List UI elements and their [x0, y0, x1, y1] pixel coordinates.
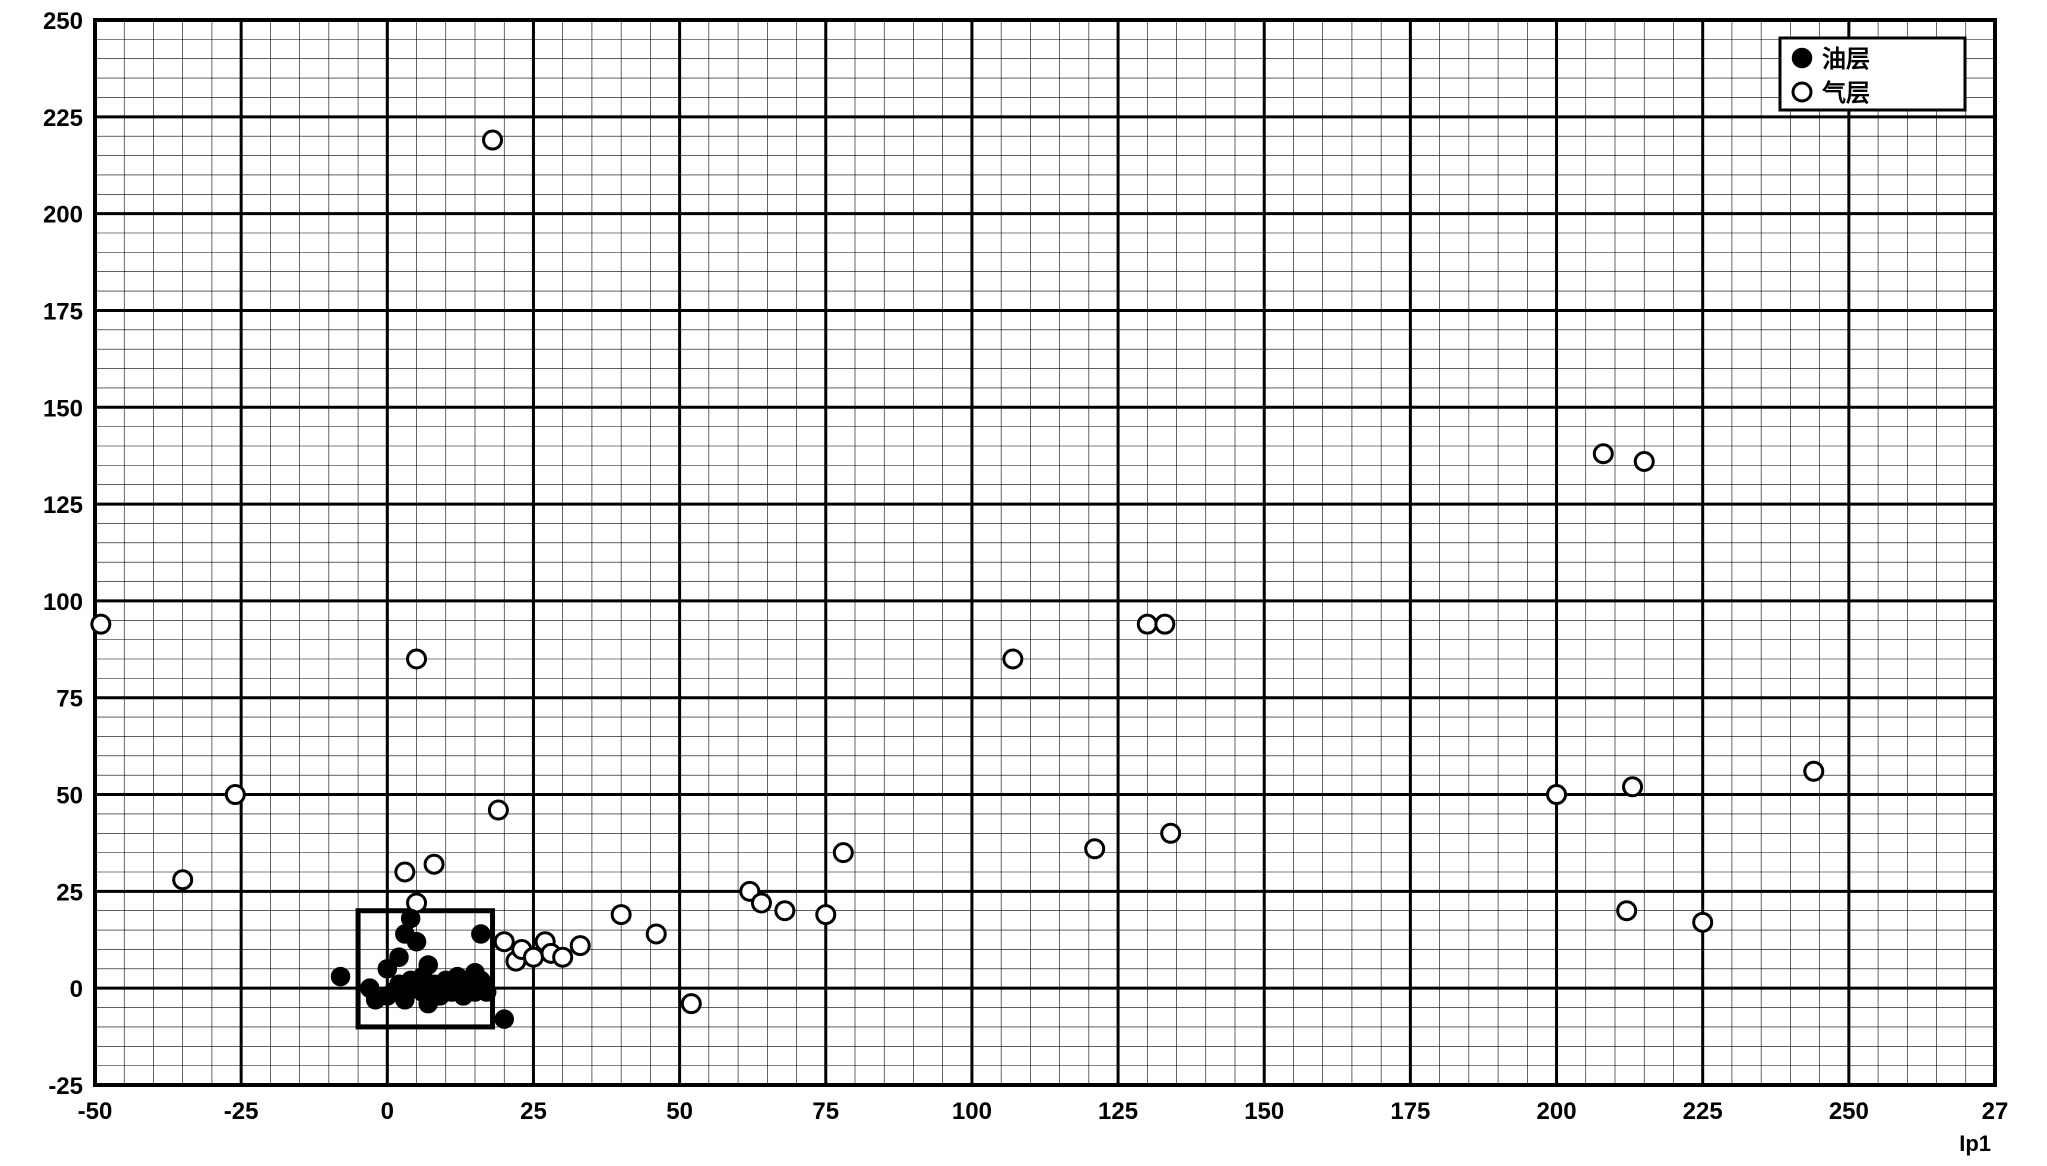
legend: 油层气层 [1780, 38, 1965, 110]
svg-text:25: 25 [56, 879, 83, 906]
svg-text:225: 225 [1683, 1098, 1723, 1125]
svg-text:0: 0 [70, 976, 83, 1003]
svg-text:100: 100 [43, 589, 83, 616]
svg-text:225: 225 [43, 105, 83, 132]
svg-text:25: 25 [520, 1098, 547, 1125]
svg-text:125: 125 [43, 492, 83, 519]
x-axis-label: Ip1 [1959, 1131, 1991, 1156]
svg-text:150: 150 [1244, 1098, 1284, 1125]
svg-text:200: 200 [1537, 1098, 1577, 1125]
svg-text:-50: -50 [78, 1098, 113, 1125]
svg-text:0: 0 [381, 1098, 394, 1125]
svg-text:50: 50 [666, 1098, 693, 1125]
svg-text:油层: 油层 [1822, 46, 1870, 73]
svg-text:-25: -25 [48, 1073, 83, 1100]
svg-text:125: 125 [1098, 1098, 1138, 1125]
scatter-chart: -50-25025507510012515017520022525027-250… [0, 0, 2047, 1166]
svg-text:250: 250 [1829, 1098, 1869, 1125]
svg-text:200: 200 [43, 202, 83, 229]
chart-svg: -50-25025507510012515017520022525027-250… [0, 0, 2047, 1161]
svg-text:175: 175 [43, 298, 83, 325]
svg-text:75: 75 [812, 1098, 839, 1125]
svg-text:175: 175 [1390, 1098, 1430, 1125]
svg-text:150: 150 [43, 395, 83, 422]
svg-text:100: 100 [952, 1098, 992, 1125]
svg-text:27: 27 [1982, 1098, 2009, 1125]
svg-text:-25: -25 [224, 1098, 259, 1125]
svg-text:50: 50 [56, 783, 83, 810]
svg-text:250: 250 [43, 8, 83, 35]
svg-text:75: 75 [56, 686, 83, 713]
svg-text:气层: 气层 [1821, 79, 1870, 107]
